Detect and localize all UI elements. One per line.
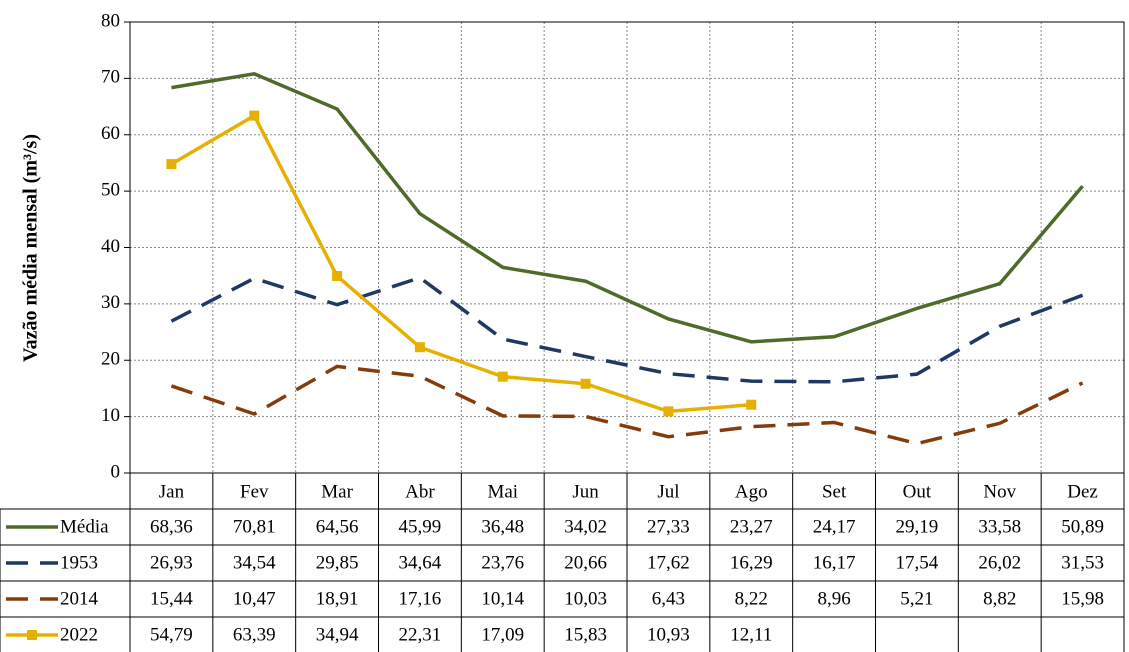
- table-value: 26,02: [978, 552, 1021, 573]
- table-value: 10,14: [481, 588, 524, 609]
- table-value: 34,02: [564, 516, 607, 537]
- marker: [746, 399, 757, 410]
- marker: [497, 371, 508, 382]
- marker: [663, 406, 674, 417]
- table-value: 10,93: [647, 624, 690, 645]
- x-tick-label: Mar: [321, 481, 353, 502]
- table-value: 45,99: [399, 516, 442, 537]
- y-tick-label: 20: [101, 349, 120, 370]
- x-tick-label: Jun: [572, 481, 599, 502]
- x-tick-label: Nov: [983, 481, 1016, 502]
- table-value: 34,64: [399, 552, 442, 573]
- marker: [414, 342, 425, 353]
- x-tick-label: Ago: [735, 481, 768, 502]
- x-tick-label: Fev: [240, 481, 269, 502]
- table-value: 17,62: [647, 552, 690, 573]
- table-value: 12,11: [730, 624, 772, 645]
- table-value: 27,33: [647, 516, 690, 537]
- table-value: 15,98: [1061, 588, 1104, 609]
- table-value: 36,48: [481, 516, 524, 537]
- y-tick-label: 70: [101, 67, 120, 88]
- table-value: 33,58: [978, 516, 1021, 537]
- y-tick-label: 60: [101, 123, 120, 144]
- table-value: 16,29: [730, 552, 773, 573]
- y-tick-label: 30: [101, 292, 120, 313]
- legend-marker: [27, 630, 37, 640]
- table-value: 22,31: [399, 624, 442, 645]
- table-value: 31,53: [1061, 552, 1104, 573]
- x-tick-label: Set: [822, 481, 847, 502]
- table-value: 34,54: [233, 552, 276, 573]
- x-tick-label: Dez: [1067, 481, 1098, 502]
- x-tick-label: Mai: [487, 481, 518, 502]
- legend-label: 2022: [60, 624, 98, 645]
- y-tick-label: 80: [101, 10, 120, 31]
- table-value: 8,96: [817, 588, 850, 609]
- table-value: 16,17: [813, 552, 856, 573]
- table-value: 24,17: [813, 516, 856, 537]
- y-tick-label: 50: [101, 179, 120, 200]
- table-value: 23,27: [730, 516, 773, 537]
- table-value: 68,36: [150, 516, 193, 537]
- table-value: 23,76: [481, 552, 524, 573]
- table-value: 6,43: [652, 588, 685, 609]
- x-tick-label: Jul: [657, 481, 679, 502]
- table-value: 64,56: [316, 516, 359, 537]
- y-axis-label: Vazão média mensal (m³/s): [20, 134, 42, 362]
- table-value: 50,89: [1061, 516, 1104, 537]
- x-tick-label: Abr: [405, 481, 435, 502]
- table-value: 54,79: [150, 624, 193, 645]
- table-value: 63,39: [233, 624, 276, 645]
- table-value: 15,44: [150, 588, 193, 609]
- table-value: 20,66: [564, 552, 607, 573]
- x-tick-label: Jan: [159, 481, 185, 502]
- series-line: [171, 71, 1084, 344]
- table-value: 8,82: [983, 588, 1016, 609]
- table-value: 18,91: [316, 588, 359, 609]
- legend-label: 2014: [60, 588, 99, 609]
- x-tick-label: Out: [903, 481, 932, 502]
- table-value: 17,16: [399, 588, 442, 609]
- table-value: 15,83: [564, 624, 607, 645]
- table-value: 10,03: [564, 588, 607, 609]
- table-value: 70,81: [233, 516, 276, 537]
- series-line: [170, 113, 752, 414]
- table-value: 5,21: [900, 588, 933, 609]
- table-value: 29,19: [896, 516, 939, 537]
- y-tick-label: 40: [101, 236, 120, 257]
- table-value: 17,54: [896, 552, 939, 573]
- marker: [249, 110, 260, 121]
- table-value: 34,94: [316, 624, 359, 645]
- table-value: 29,85: [316, 552, 359, 573]
- legend-label: Média: [60, 516, 109, 537]
- table-value: 17,09: [481, 624, 524, 645]
- y-tick-label: 10: [101, 405, 120, 426]
- legend-label: 1953: [60, 552, 98, 573]
- marker: [166, 159, 177, 170]
- table-value: 26,93: [150, 552, 193, 573]
- table-value: 10,47: [233, 588, 276, 609]
- marker: [332, 271, 343, 282]
- marker: [580, 378, 591, 389]
- y-tick-label: 0: [111, 461, 121, 482]
- series-line: [170, 275, 1084, 384]
- table-value: 8,22: [735, 588, 768, 609]
- series-line: [170, 364, 1084, 446]
